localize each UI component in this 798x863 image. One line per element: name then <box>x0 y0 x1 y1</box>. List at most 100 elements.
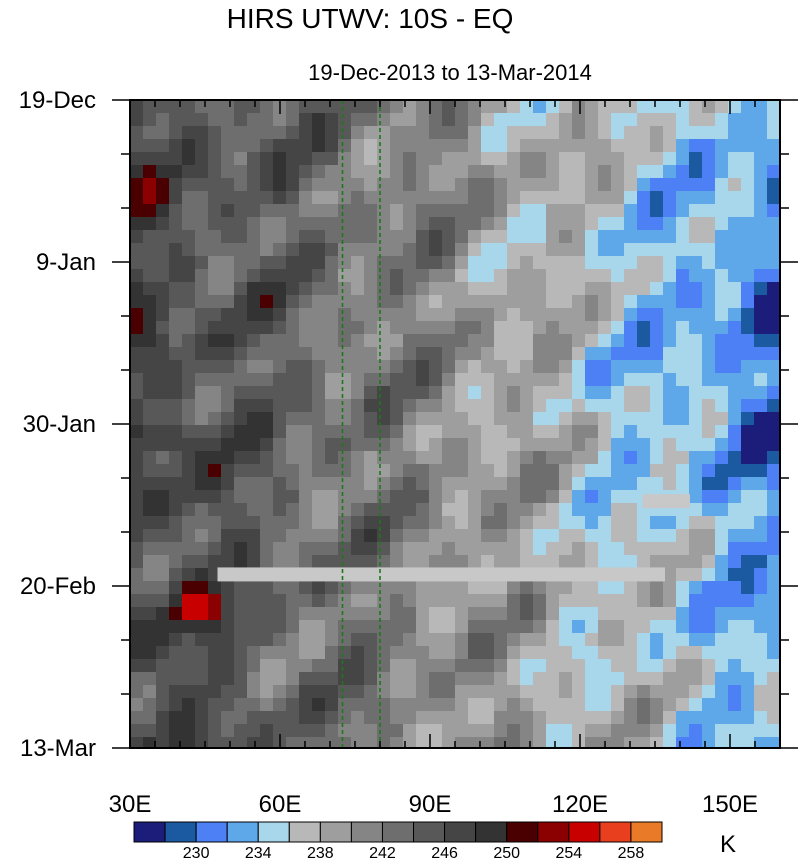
contour-cell <box>390 178 404 192</box>
contour-cell <box>455 477 469 491</box>
contour-cell <box>247 737 261 748</box>
contour-cell <box>143 139 157 153</box>
contour-cell <box>169 737 183 748</box>
contour-cell <box>351 581 365 595</box>
contour-cell <box>455 334 469 348</box>
contour-cell <box>325 178 339 192</box>
contour-cell <box>416 230 430 244</box>
contour-cell <box>273 152 287 166</box>
contour-cell <box>520 503 534 517</box>
contour-cell <box>273 269 287 283</box>
contour-cell <box>286 282 300 296</box>
contour-cell <box>130 633 144 647</box>
contour-cell <box>598 659 612 673</box>
contour-cell <box>221 633 235 647</box>
contour-cell <box>650 659 664 673</box>
contour-cell <box>468 217 482 231</box>
contour-cell <box>442 412 456 426</box>
contour-cell <box>689 243 703 257</box>
contour-cell <box>481 737 495 748</box>
contour-cell <box>546 152 560 166</box>
contour-cell <box>221 100 235 114</box>
contour-cell <box>429 659 443 673</box>
contour-cell <box>403 412 417 426</box>
contour-cell <box>143 542 157 556</box>
contour-cell <box>416 178 430 192</box>
contour-cell <box>767 737 780 748</box>
contour-cell <box>663 191 677 205</box>
contour-cell <box>325 152 339 166</box>
contour-cell <box>234 464 248 478</box>
contour-cell <box>754 217 768 231</box>
contour-cell <box>260 386 274 400</box>
contour-cell <box>455 204 469 218</box>
contour-cell <box>234 139 248 153</box>
contour-cell <box>364 191 378 205</box>
contour-cell <box>364 438 378 452</box>
contour-cell <box>689 542 703 556</box>
contour-cell <box>754 659 768 673</box>
contour-cell <box>442 269 456 283</box>
contour-cell <box>312 477 326 491</box>
contour-cell <box>702 243 716 257</box>
contour-cell <box>156 607 170 621</box>
contour-cell <box>234 373 248 387</box>
contour-cell <box>312 503 326 517</box>
contour-cell <box>351 529 365 543</box>
contour-cell <box>416 165 430 179</box>
contour-cell <box>325 243 339 257</box>
contour-cell <box>533 581 547 595</box>
contour-cell <box>663 165 677 179</box>
contour-cell <box>390 477 404 491</box>
contour-cell <box>468 386 482 400</box>
contour-cell <box>234 152 248 166</box>
contour-cell <box>273 490 287 504</box>
contour-cell <box>442 230 456 244</box>
contour-cell <box>143 386 157 400</box>
contour-cell <box>403 503 417 517</box>
contour-cell <box>559 620 573 634</box>
contour-cell <box>247 373 261 387</box>
contour-cell <box>676 555 690 569</box>
contour-cell <box>572 165 586 179</box>
contour-cell <box>338 464 352 478</box>
contour-cell <box>208 360 222 374</box>
contour-cell <box>624 503 638 517</box>
contour-cell <box>130 451 144 465</box>
contour-cell <box>221 451 235 465</box>
contour-cell <box>741 191 755 205</box>
contour-cell <box>442 438 456 452</box>
contour-cell <box>442 152 456 166</box>
contour-cell <box>234 178 248 192</box>
contour-cell <box>637 165 651 179</box>
contour-cell <box>546 646 560 660</box>
contour-cell <box>338 269 352 283</box>
contour-cell <box>312 490 326 504</box>
contour-cell <box>377 724 391 738</box>
contour-cell <box>299 724 313 738</box>
contour-cell <box>364 503 378 517</box>
contour-cell <box>689 386 703 400</box>
contour-cell <box>182 672 196 686</box>
contour-cell <box>338 191 352 205</box>
contour-cell <box>598 503 612 517</box>
contour-cell <box>195 282 209 296</box>
contour-cell <box>611 633 625 647</box>
contour-cell <box>338 438 352 452</box>
contour-cell <box>169 646 183 660</box>
contour-cell <box>234 269 248 283</box>
contour-cell <box>143 230 157 244</box>
contour-cell <box>598 308 612 322</box>
contour-cell <box>182 607 196 621</box>
contour-cell <box>481 165 495 179</box>
contour-cell <box>533 737 547 748</box>
contour-cell <box>403 347 417 361</box>
contour-cell <box>585 334 599 348</box>
contour-cell <box>286 321 300 335</box>
contour-cell <box>156 373 170 387</box>
contour-cell <box>182 451 196 465</box>
contour-cell <box>325 347 339 361</box>
contour-cell <box>312 217 326 231</box>
contour-cell <box>572 685 586 699</box>
